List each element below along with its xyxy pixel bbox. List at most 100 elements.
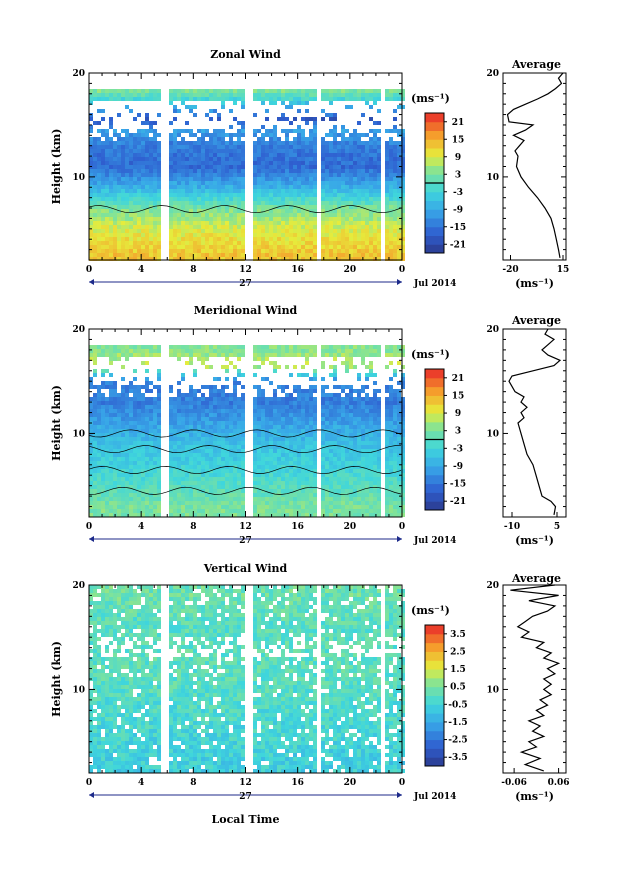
heatmap-cell — [93, 497, 97, 501]
heatmap-cell — [177, 405, 181, 409]
heatmap-cell — [365, 165, 369, 169]
heatmap-cell — [141, 145, 145, 149]
heatmap-cell — [185, 193, 189, 197]
heatmap-cell — [101, 197, 105, 201]
heatmap-cell — [193, 201, 197, 205]
heatmap-cell — [137, 241, 141, 245]
heatmap-cell — [241, 461, 245, 465]
heatmap-cell — [221, 197, 225, 201]
heatmap-cell — [241, 465, 245, 469]
heatmap-cell — [157, 149, 161, 153]
heatmap-cell — [141, 401, 145, 405]
heatmap-cell — [229, 189, 233, 193]
heatmap-cell — [261, 361, 265, 365]
heatmap-cell — [285, 505, 289, 509]
heatmap-cell — [197, 389, 201, 393]
heatmap-cell — [237, 221, 241, 225]
heatmap-cell — [337, 401, 341, 405]
heatmap-cell — [125, 505, 129, 509]
heatmap-cell — [393, 125, 397, 129]
heatmap-cell — [349, 233, 353, 237]
heatmap-cell — [285, 153, 289, 157]
heatmap-cell — [105, 253, 109, 257]
heatmap-cell — [257, 177, 261, 181]
heatmap-cell — [225, 505, 229, 509]
heatmap-cell — [149, 397, 153, 401]
heatmap-cell — [225, 441, 229, 445]
heatmap-cell — [273, 465, 277, 469]
colorbar-band — [425, 139, 444, 149]
heatmap-cell — [205, 133, 209, 137]
heatmap-cell — [157, 461, 161, 465]
heatmap-cell — [297, 181, 301, 185]
heatmap-cell — [261, 485, 265, 489]
heatmap-cell — [133, 253, 137, 257]
heatmap-cell — [285, 117, 289, 121]
heatmap-cell — [273, 345, 277, 349]
heatmap-cell — [205, 213, 209, 217]
heatmap-cell — [189, 181, 193, 185]
heatmap-cell — [193, 369, 197, 373]
heatmap-cell — [153, 449, 157, 453]
heatmap-cell — [125, 409, 129, 413]
heatmap-cell — [189, 249, 193, 253]
heatmap-cell — [153, 133, 157, 137]
heatmap-cell — [173, 117, 177, 121]
heatmap-cell — [157, 97, 161, 101]
heatmap-cell — [125, 413, 129, 417]
heatmap-cell — [129, 445, 133, 449]
heatmap-cell — [145, 473, 149, 477]
heatmap-cell — [233, 461, 237, 465]
heatmap-cell — [377, 181, 381, 185]
heatmap-cell — [257, 97, 261, 101]
heatmap-cell — [325, 453, 329, 457]
heatmap-cell — [325, 149, 329, 153]
heatmap-cell — [153, 501, 157, 505]
heatmap-cell — [117, 497, 121, 501]
heatmap-cell — [213, 389, 217, 393]
heatmap-cell — [269, 493, 273, 497]
heatmap-cell — [217, 401, 221, 405]
heatmap-cell — [321, 253, 325, 257]
heatmap-cell — [197, 353, 201, 357]
heatmap-cell — [325, 193, 329, 197]
heatmap-cell — [185, 509, 189, 513]
heatmap-cell — [305, 157, 309, 161]
heatmap-cell — [93, 245, 97, 249]
heatmap-cell — [217, 253, 221, 257]
heatmap-cell — [201, 157, 205, 161]
heatmap-cell — [177, 141, 181, 145]
heatmap-cell — [129, 257, 133, 261]
heatmap-cell — [177, 89, 181, 93]
heatmap-cell — [97, 121, 101, 125]
heatmap-cell — [329, 445, 333, 449]
heatmap-cell — [181, 201, 185, 205]
heatmap-cell — [157, 397, 161, 401]
heatmap-cell — [185, 105, 189, 109]
heatmap-cell — [289, 493, 293, 497]
heatmap-cell — [393, 197, 397, 201]
heatmap-cell — [229, 173, 233, 177]
heatmap-cell — [341, 145, 345, 149]
heatmap-cell — [273, 213, 277, 217]
heatmap-cell — [153, 209, 157, 213]
heatmap-cell — [301, 89, 305, 93]
heatmap-cell — [177, 153, 181, 157]
heatmap-cell — [125, 497, 129, 501]
heatmap-cell — [189, 237, 193, 241]
heatmap-cell — [241, 493, 245, 497]
heatmap-cell — [153, 229, 157, 233]
heatmap-cell — [117, 245, 121, 249]
heatmap-cell — [333, 413, 337, 417]
heatmap-cell — [177, 109, 181, 113]
heatmap-cell — [313, 149, 317, 153]
heatmap-cell — [273, 405, 277, 409]
heatmap-cell — [277, 237, 281, 241]
heatmap-cell — [305, 465, 309, 469]
heatmap-cell — [325, 233, 329, 237]
heatmap-cell — [105, 185, 109, 189]
heatmap-cell — [201, 433, 205, 437]
heatmap-cell — [337, 481, 341, 485]
heatmap-cell — [153, 185, 157, 189]
heatmap-cell — [237, 129, 241, 133]
